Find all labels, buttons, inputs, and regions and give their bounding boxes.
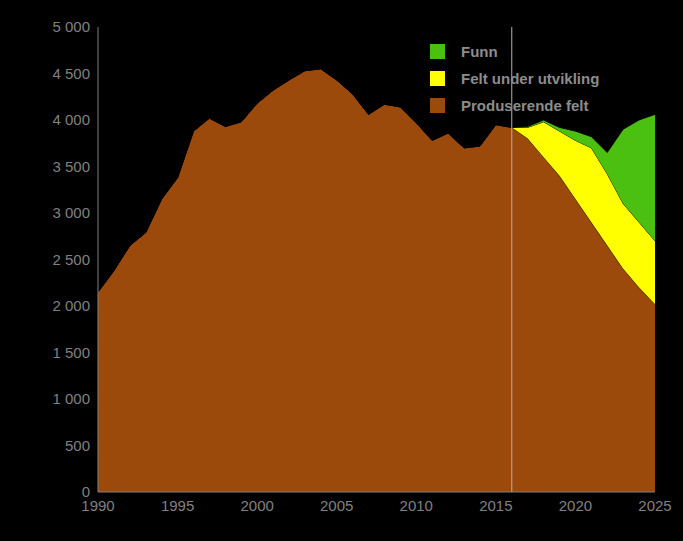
svg-text:4 500: 4 500 [52, 65, 90, 82]
svg-text:2000: 2000 [240, 497, 273, 514]
svg-text:1 500: 1 500 [52, 344, 90, 361]
svg-text:1995: 1995 [161, 497, 194, 514]
svg-text:3 500: 3 500 [52, 158, 90, 175]
svg-text:1 000: 1 000 [52, 390, 90, 407]
html-text:Funn: Funn [461, 43, 498, 60]
html-text:Felt under utvikling: Felt under utvikling [461, 70, 600, 87]
svg-text:2 000: 2 000 [52, 297, 90, 314]
svg-text:2020: 2020 [559, 497, 592, 514]
svg-text:2025: 2025 [638, 497, 671, 514]
svg-text:2010: 2010 [400, 497, 433, 514]
svg-text:0: 0 [82, 483, 90, 500]
svg-text:3 000: 3 000 [52, 204, 90, 221]
svg-text:2015: 2015 [479, 497, 512, 514]
svg-text:500: 500 [65, 437, 90, 454]
html-text:Produserende felt: Produserende felt [461, 97, 589, 114]
svg-text:2005: 2005 [320, 497, 353, 514]
svg-text:1990: 1990 [81, 496, 115, 514]
svg-text:4 000: 4 000 [52, 111, 90, 128]
svg-text:5 000: 5 000 [52, 18, 90, 35]
svg-text:2 500: 2 500 [52, 251, 90, 268]
